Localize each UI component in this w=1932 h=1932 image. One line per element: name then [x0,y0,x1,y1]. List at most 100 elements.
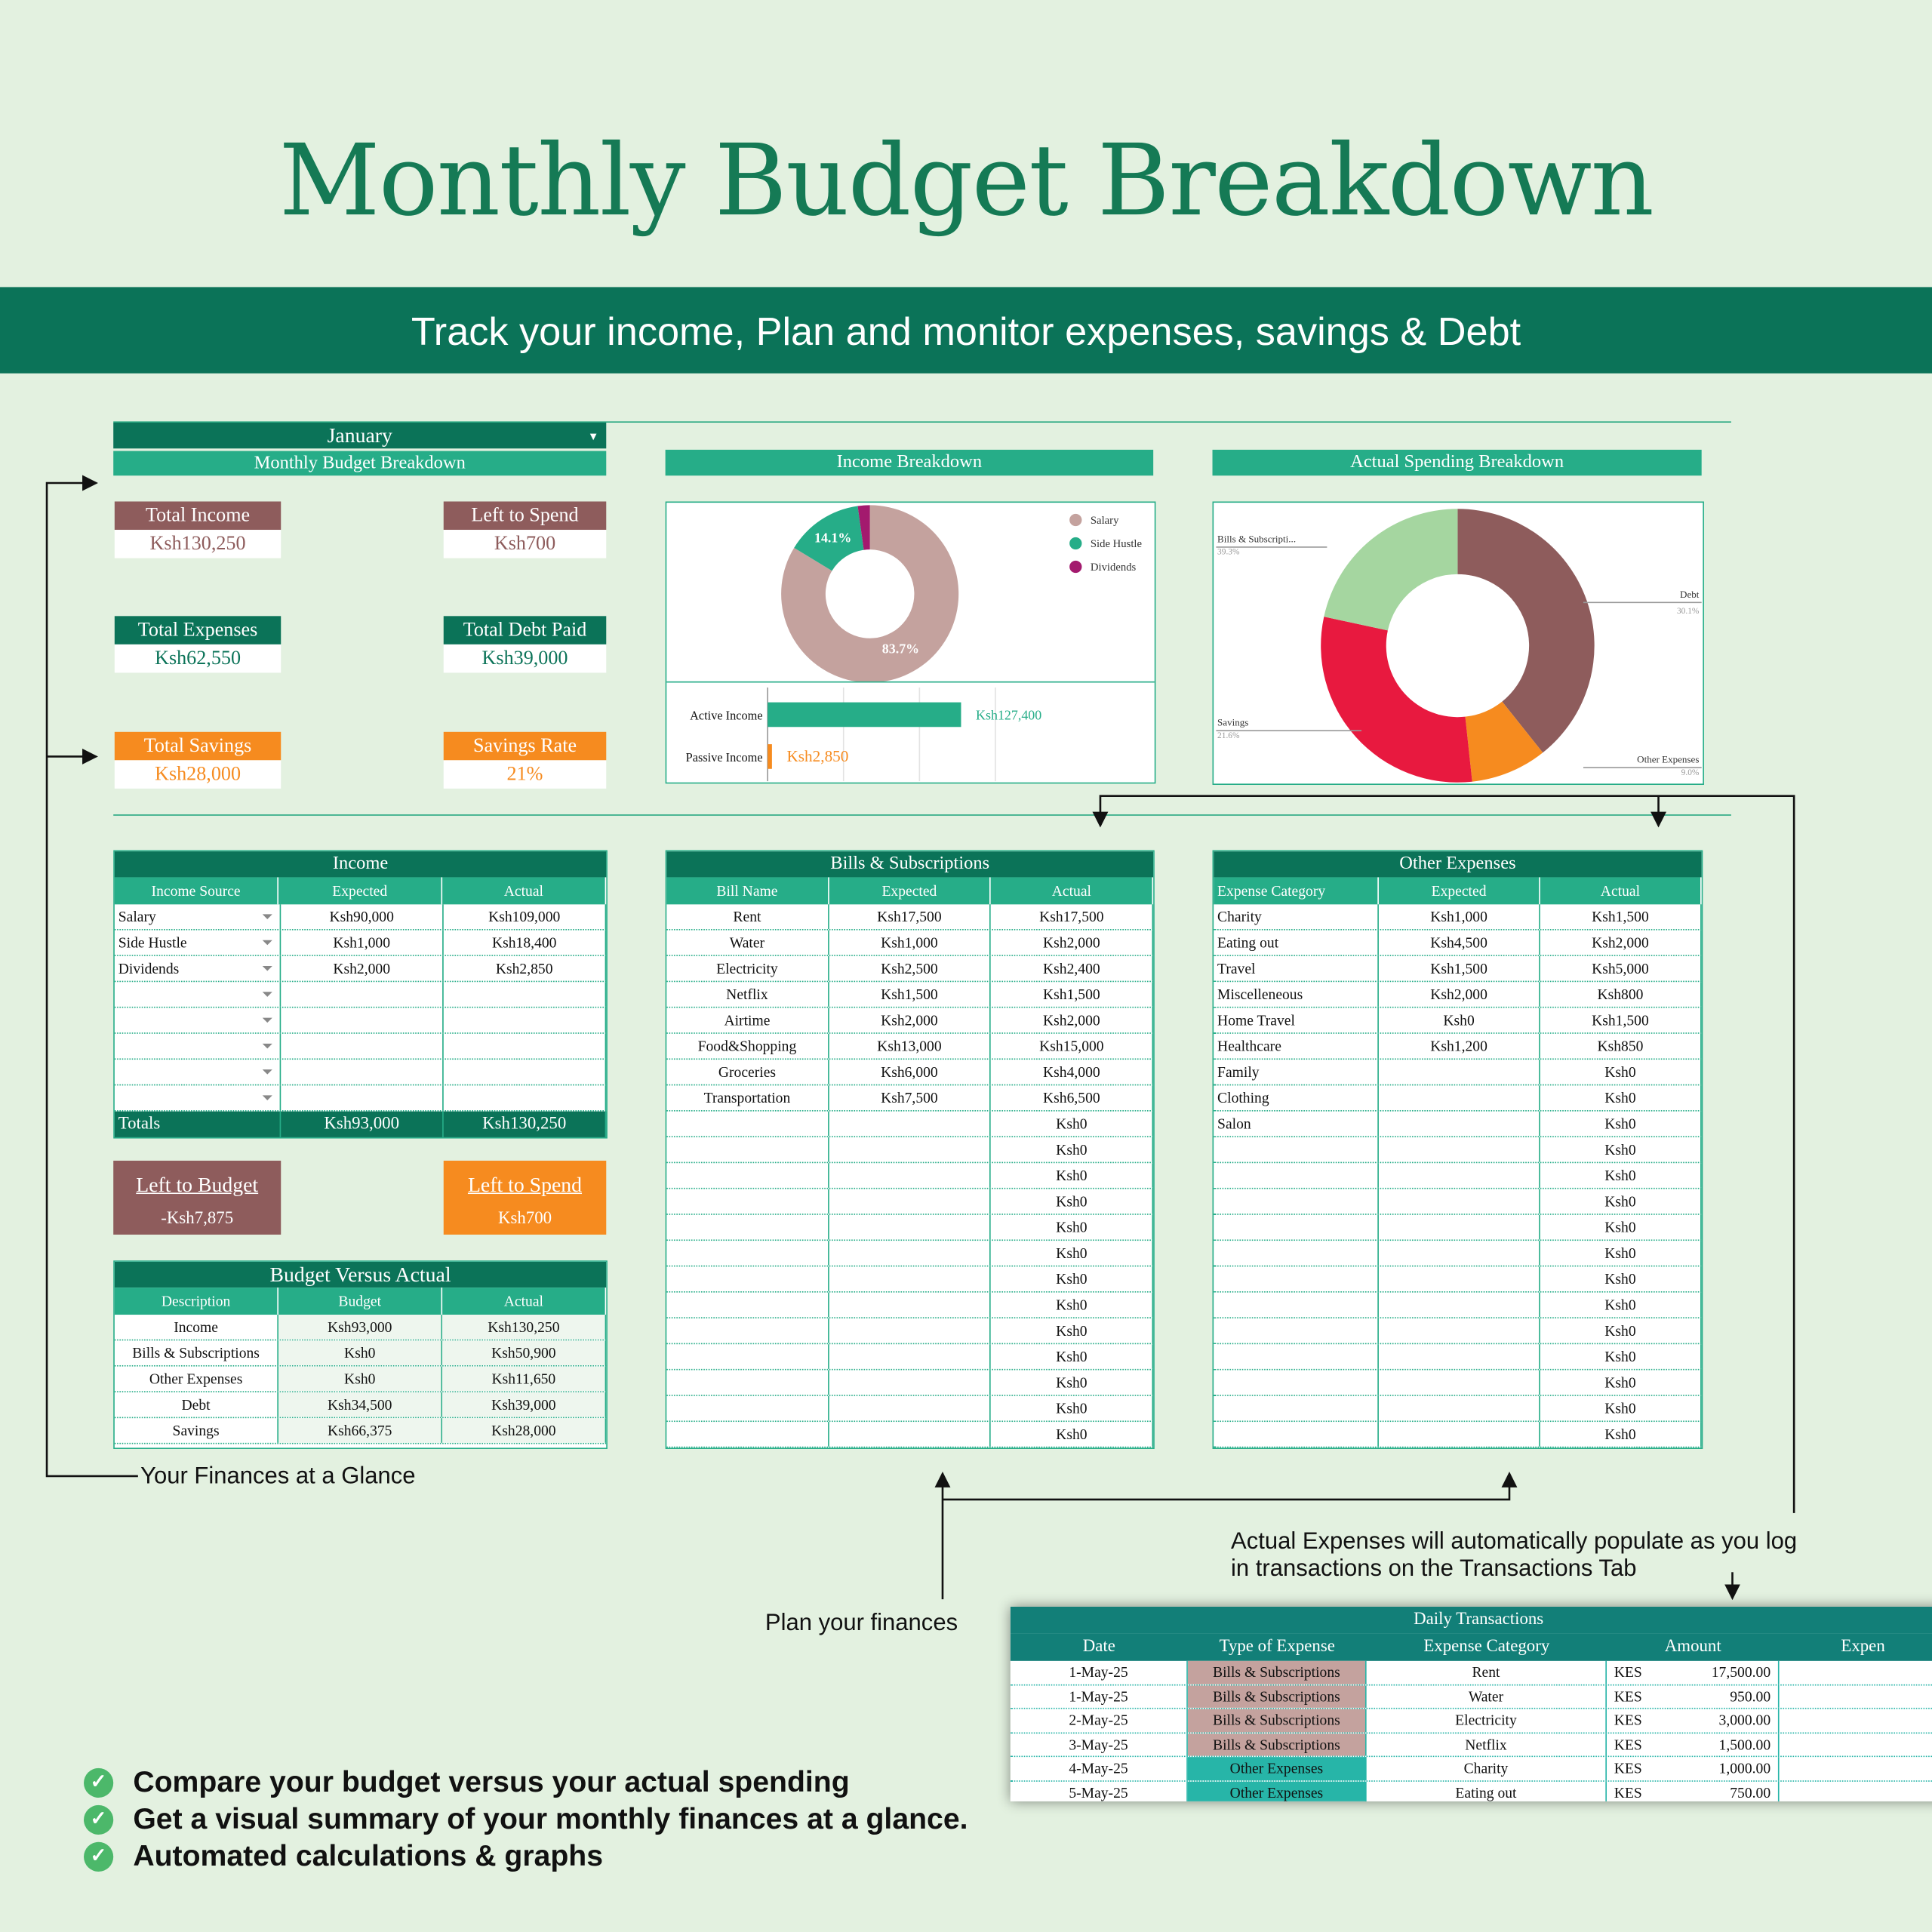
table-cell[interactable] [281,1060,444,1084]
donut-slice-dividends[interactable] [857,505,870,550]
table-cell[interactable] [1379,1060,1540,1084]
table-cell[interactable]: Ksh0 [991,1189,1154,1214]
table-cell[interactable] [1214,1163,1379,1188]
table-cell[interactable] [444,1060,607,1084]
table-cell[interactable]: Ksh1,200 [1379,1033,1540,1059]
table-cell[interactable] [829,1266,992,1292]
table-cell[interactable]: Ksh0 [991,1111,1154,1137]
table-cell[interactable] [115,982,281,1007]
table-cell[interactable] [666,1370,829,1395]
table-cell[interactable] [1214,1189,1379,1214]
donut-slice-side-hustle[interactable] [794,506,864,571]
amount-cell[interactable]: KES 17,500.00 [1607,1660,1780,1684]
table-cell[interactable]: Ksh0 [1540,1111,1702,1137]
table-cell[interactable] [1379,1214,1540,1240]
table-cell[interactable]: Ksh2,000 [1540,930,1702,955]
table-cell[interactable] [1214,1137,1379,1162]
table-cell[interactable]: Ksh15,000 [991,1033,1154,1059]
date-cell[interactable]: 3-May-25 [1011,1733,1188,1756]
table-cell[interactable] [281,1008,444,1033]
table-cell[interactable]: Dividends [115,955,281,981]
amount-cell[interactable]: KES 1,000.00 [1607,1757,1780,1780]
table-cell[interactable]: Ksh0 [991,1266,1154,1292]
table-cell[interactable]: Ksh2,000 [991,1008,1154,1033]
table-cell[interactable]: Ksh1,000 [281,930,444,955]
table-cell[interactable]: Ksh130,250 [442,1315,607,1340]
category-cell[interactable]: Rent [1367,1660,1607,1684]
table-cell[interactable]: Ksh0 [1540,1060,1702,1084]
left-to-budget-box[interactable]: Left to Budget -Ksh7,875 [113,1160,281,1235]
legend-entry[interactable]: Salary [1091,515,1119,527]
empty-cell[interactable] [1780,1709,1932,1731]
table-cell[interactable] [444,1008,607,1033]
table-cell[interactable]: Ksh13,000 [829,1033,992,1059]
table-cell[interactable]: Ksh1,500 [1540,904,1702,930]
table-cell[interactable] [1379,1085,1540,1111]
table-cell[interactable]: Ksh39,000 [442,1392,607,1417]
table-cell[interactable] [829,1241,992,1266]
table-cell[interactable]: Family [1214,1060,1379,1084]
table-cell[interactable] [829,1163,992,1188]
table-cell[interactable] [829,1292,992,1318]
empty-cell[interactable] [1780,1661,1932,1684]
dropdown-arrow-icon[interactable] [262,1069,272,1075]
table-cell[interactable] [666,1241,829,1266]
donut-slice-savings[interactable] [1324,509,1458,631]
table-cell[interactable] [1379,1189,1540,1214]
table-cell[interactable] [1379,1318,1540,1343]
table-cell[interactable]: Ksh2,000 [991,930,1154,955]
table-cell[interactable]: Food&Shopping [666,1033,829,1059]
table-cell[interactable]: Ksh0 [1540,1085,1702,1111]
table-cell[interactable]: Ksh17,500 [829,904,992,930]
table-cell[interactable]: Ksh2,000 [829,1008,992,1033]
table-cell[interactable]: Savings [115,1418,278,1443]
table-cell[interactable] [1214,1395,1379,1421]
table-cell[interactable] [1379,1266,1540,1292]
table-cell[interactable] [1214,1292,1379,1318]
table-cell[interactable]: Ksh109,000 [444,904,607,930]
type-cell[interactable]: Other Expenses [1187,1757,1367,1780]
dropdown-arrow-icon[interactable] [262,992,272,997]
amount-cell[interactable]: KES 1,500.00 [1607,1733,1780,1756]
table-cell[interactable]: Ksh0 [991,1395,1154,1421]
table-cell[interactable]: Ksh18,400 [444,930,607,955]
table-cell[interactable] [666,1189,829,1214]
dropdown-arrow-icon[interactable] [262,1095,272,1100]
dropdown-arrow-icon[interactable] [262,1043,272,1049]
table-cell[interactable]: Ksh0 [991,1344,1154,1369]
table-cell[interactable]: Ksh0 [991,1422,1154,1447]
table-cell[interactable]: Ksh0 [1540,1370,1702,1395]
table-cell[interactable]: Debt [115,1392,278,1417]
category-cell[interactable]: Eating out [1367,1780,1607,1801]
table-cell[interactable]: Healthcare [1214,1033,1379,1059]
table-cell[interactable] [1379,1111,1540,1137]
category-cell[interactable]: Water [1367,1684,1607,1708]
table-cell[interactable]: Ksh0 [991,1214,1154,1240]
table-cell[interactable]: Charity [1214,904,1379,930]
table-cell[interactable] [281,1085,444,1111]
table-cell[interactable]: Ksh0 [1540,1395,1702,1421]
table-cell[interactable]: Water [666,930,829,955]
table-cell[interactable] [1379,1241,1540,1266]
type-cell[interactable]: Other Expenses [1187,1780,1367,1801]
table-cell[interactable] [666,1137,829,1162]
donut-slice-bills-subscripti-[interactable] [1457,509,1595,753]
table-cell[interactable]: Ksh93,000 [278,1315,443,1340]
type-cell[interactable]: Bills & Subscriptions [1187,1660,1367,1684]
table-cell[interactable]: Ksh0 [278,1366,443,1392]
table-cell[interactable] [444,982,607,1007]
date-cell[interactable]: 1-May-25 [1011,1660,1188,1684]
table-cell[interactable] [829,1214,992,1240]
type-cell[interactable]: Bills & Subscriptions [1187,1684,1367,1708]
table-cell[interactable]: Electricity [666,955,829,981]
table-cell[interactable] [1214,1318,1379,1343]
table-cell[interactable]: Ksh0 [991,1318,1154,1343]
table-cell[interactable]: Ksh0 [278,1340,443,1365]
table-cell[interactable]: Ksh0 [991,1292,1154,1318]
table-cell[interactable]: Ksh0 [991,1241,1154,1266]
table-cell[interactable] [281,1033,444,1059]
table-cell[interactable] [829,1318,992,1343]
table-cell[interactable]: Ksh800 [1540,982,1702,1007]
table-cell[interactable] [666,1266,829,1292]
donut-slice-other-expenses[interactable] [1465,701,1543,782]
